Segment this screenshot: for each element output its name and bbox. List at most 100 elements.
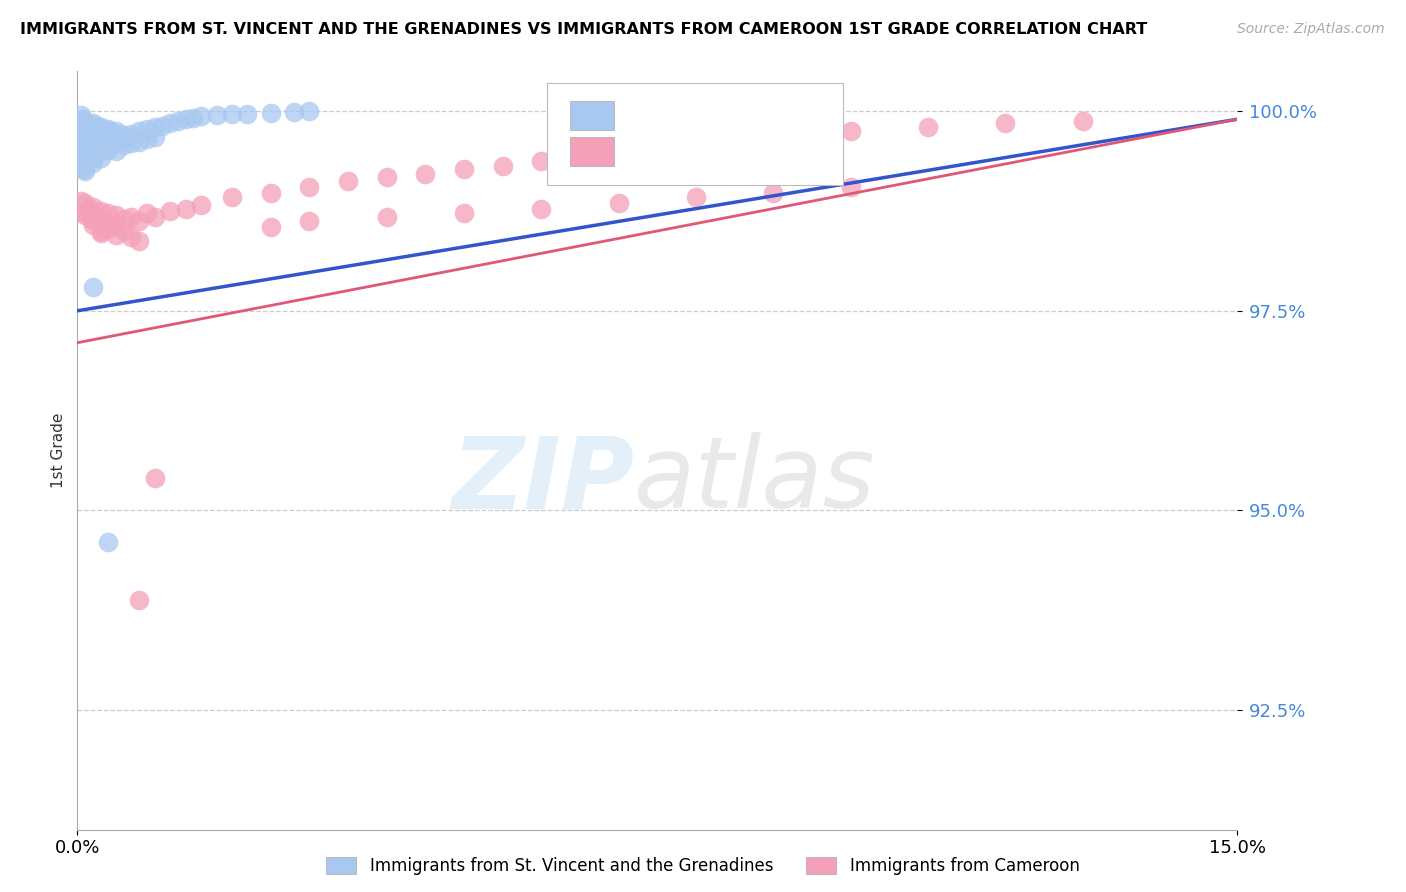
Point [90,204,111,219]
Point [375,210,398,224]
FancyBboxPatch shape [571,137,614,166]
Text: N = 58: N = 58 [738,134,813,153]
Point [72,152,94,166]
Point [82,280,104,294]
Point [112,137,135,152]
Point [105,219,127,234]
Text: ZIP: ZIP [451,433,634,529]
Point [121,230,143,244]
Point [762,129,785,144]
Point [97,206,120,220]
Point [97,143,120,157]
Point [337,174,360,188]
Point [91,121,114,136]
Point [70,132,93,146]
Point [121,136,143,151]
Point [128,124,150,138]
Point [82,145,104,160]
Point [76,128,98,143]
Point [166,113,188,128]
Point [90,144,111,158]
Point [112,128,135,143]
Point [72,112,94,127]
Point [82,116,104,130]
Point [143,210,166,224]
Point [128,214,150,228]
Point [190,109,212,123]
Text: Source: ZipAtlas.com: Source: ZipAtlas.com [1237,22,1385,37]
Point [174,202,197,216]
Point [205,108,228,122]
Point [152,119,174,133]
Point [82,152,104,166]
Point [530,153,553,168]
Point [105,144,127,158]
Point [128,135,150,149]
Point [97,222,120,236]
Point [105,208,127,222]
Point [101,129,124,144]
Point [90,214,111,228]
Point [183,111,205,125]
Point [236,106,259,120]
Point [105,124,127,138]
Point [83,124,105,138]
Point [143,471,166,485]
Point [82,218,104,232]
Point [283,105,305,120]
Point [607,196,630,211]
Point [530,202,553,216]
Point [762,186,785,200]
Point [453,161,475,176]
Point [90,129,111,144]
Point [190,198,212,212]
Point [174,112,197,127]
Y-axis label: 1st Grade: 1st Grade [51,413,66,488]
Point [221,107,243,121]
Point [76,116,98,130]
Point [97,132,120,146]
Point [128,234,150,248]
Text: R = 0.396: R = 0.396 [626,97,724,117]
Text: atlas: atlas [634,433,876,529]
Point [80,212,103,227]
Point [75,156,96,170]
Point [375,169,398,184]
Point [93,128,115,143]
Point [917,120,939,135]
Point [221,190,243,204]
Point [298,214,321,228]
Point [75,124,96,138]
Point [75,196,96,211]
Point [105,135,127,149]
Point [77,148,100,162]
Point [117,129,139,144]
Point [112,224,135,238]
Point [75,144,96,158]
Point [143,129,166,144]
Point [72,161,94,176]
Point [260,219,283,234]
Point [1071,113,1094,128]
Point [413,167,436,181]
Point [70,120,93,135]
Point [82,136,104,151]
Point [136,121,159,136]
Point [75,113,96,128]
Point [108,127,131,141]
Point [82,200,104,214]
Point [105,227,127,242]
Point [159,116,181,130]
Point [569,151,592,165]
Point [685,190,707,204]
Point [75,208,96,222]
Point [994,116,1017,130]
Legend: Immigrants from St. Vincent and the Grenadines, Immigrants from Cameroon: Immigrants from St. Vincent and the Gren… [318,849,1088,884]
Point [260,186,283,200]
Point [77,140,100,154]
Point [298,180,321,194]
Point [90,224,111,238]
Point [121,210,143,224]
Point [82,212,104,227]
Point [97,218,120,232]
